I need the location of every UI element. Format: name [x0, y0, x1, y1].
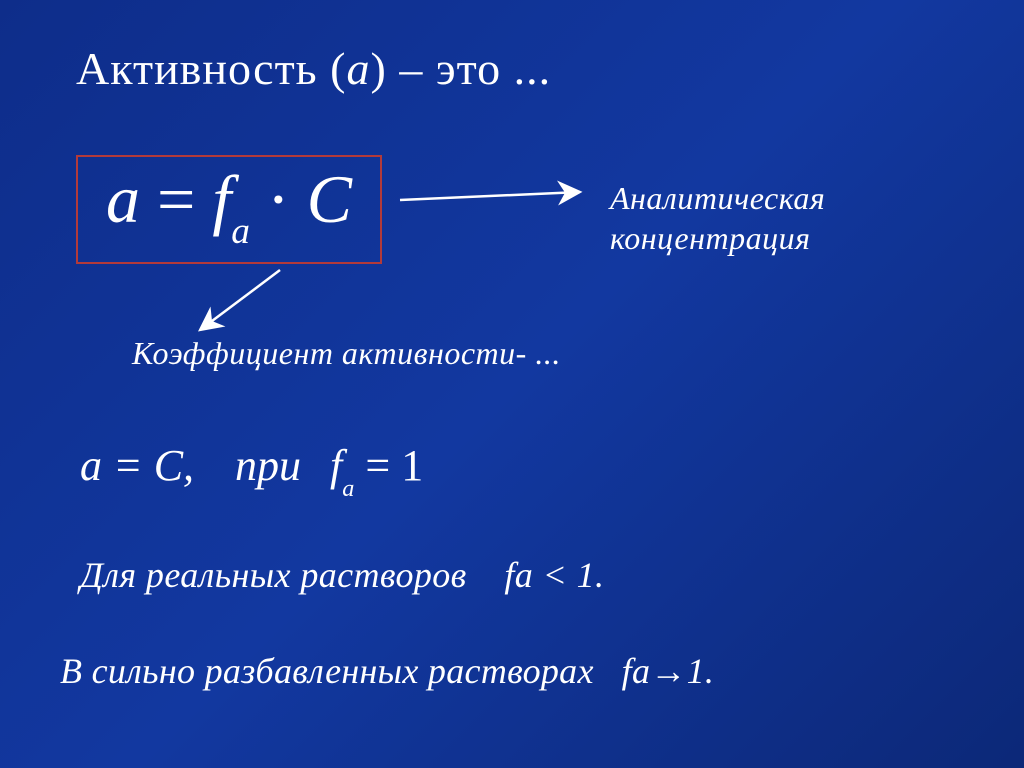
main-formula: a = fa · C	[106, 165, 352, 244]
condition-line: a = C, при fa = 1	[80, 440, 423, 497]
slide-title: Активность (а) – это ...	[76, 42, 551, 95]
slide: Активность (а) – это ... a = fa · C Анал…	[0, 0, 1024, 768]
arrow-to-analytic	[400, 192, 580, 200]
label-activity-coefficient: Коэффициент активности- ...	[132, 335, 561, 372]
title-dash: – это ...	[387, 43, 551, 94]
formula-f: f	[212, 161, 231, 237]
cond-ac: a = C,	[80, 441, 194, 490]
formula-eq: =	[140, 161, 212, 237]
formula-f-sub: a	[231, 211, 250, 252]
dilute-solutions-line: В сильно разбавленных растворах fa→1.	[60, 650, 714, 692]
formula-C: C	[307, 161, 352, 237]
label-analytic-concentration: Аналитическая концентрация	[610, 178, 825, 258]
formula-box: a = fa · C	[76, 155, 382, 264]
formula-dot: ·	[250, 161, 307, 237]
title-symbol: а	[347, 43, 371, 94]
dilute-fa: fa	[622, 651, 651, 691]
formula-a: a	[106, 161, 140, 237]
real-text: Для реальных растворов	[80, 555, 467, 595]
cond-f-sub: a	[342, 475, 354, 502]
title-paren-close: )	[371, 43, 387, 94]
label-analytic-l1: Аналитическая	[610, 180, 825, 216]
cond-pri: при	[235, 441, 301, 490]
dilute-text: В сильно разбавленных растворах	[60, 651, 594, 691]
title-paren-open: (	[318, 43, 347, 94]
cond-f: f	[330, 441, 342, 490]
dilute-arrow: →	[650, 651, 686, 691]
title-term: Активность	[76, 43, 318, 94]
real-expr: fa < 1.	[504, 555, 604, 595]
arrow-to-coefficient	[200, 270, 280, 330]
label-analytic-l2: концентрация	[610, 220, 810, 256]
dilute-one: 1.	[687, 651, 715, 691]
cond-eq1: = 1	[354, 441, 423, 490]
real-solutions-line: Для реальных растворов fa < 1.	[80, 554, 604, 596]
